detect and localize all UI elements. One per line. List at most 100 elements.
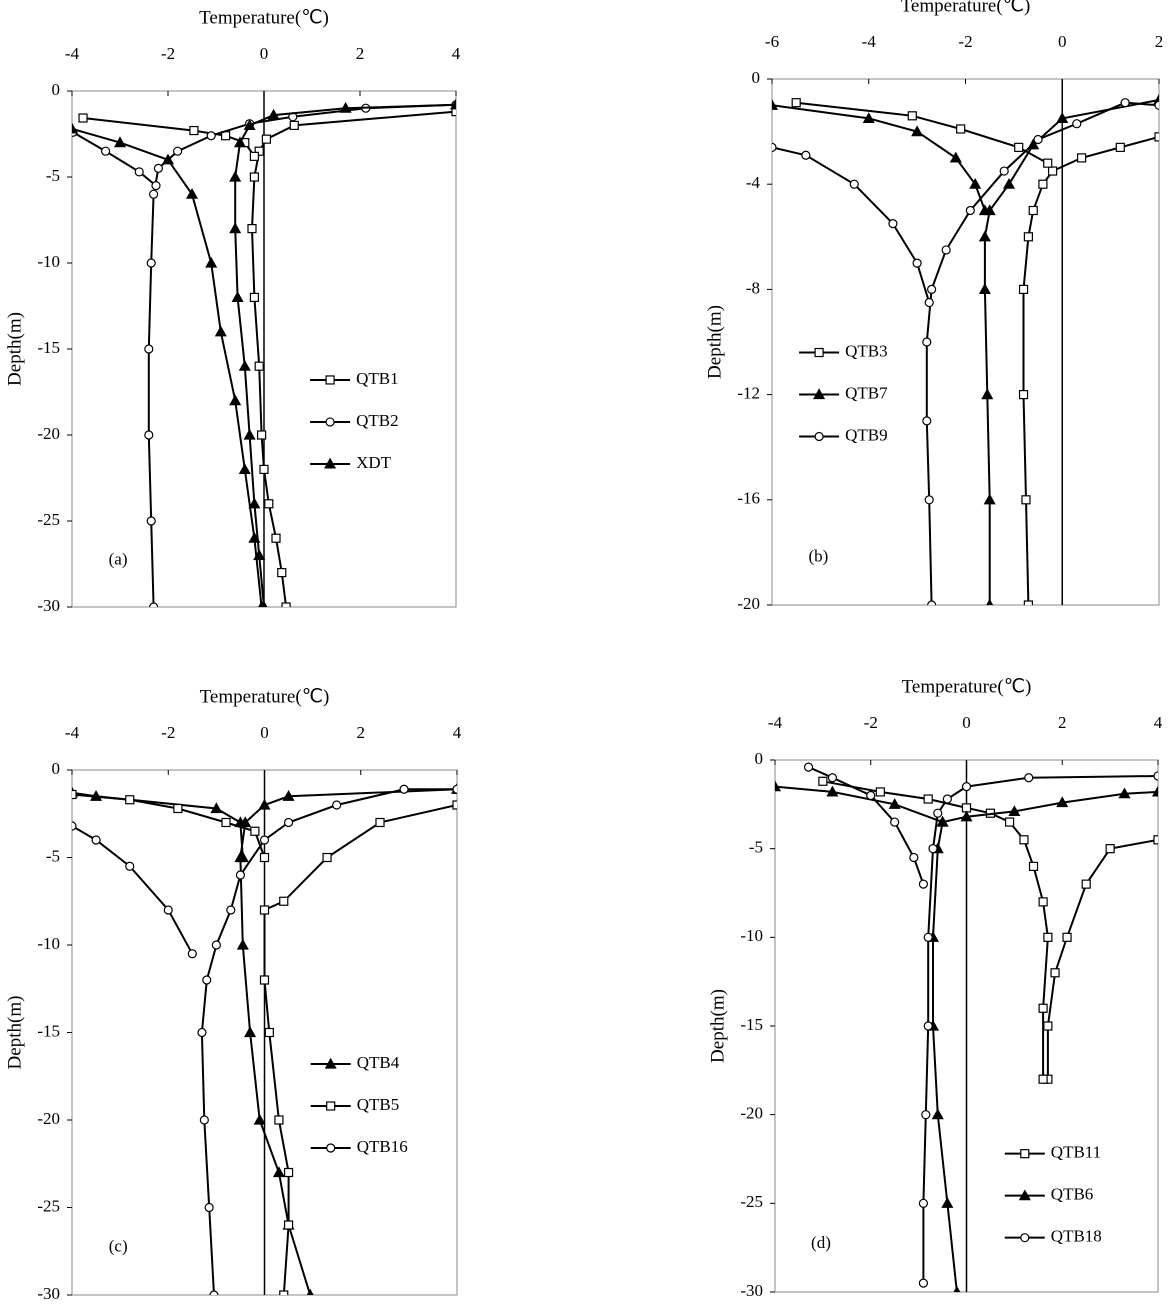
y-tick-label: -10: [37, 252, 60, 271]
marker: [927, 600, 937, 605]
marker: [259, 835, 270, 845]
panel: Temperature(℃)Depth(m)-4 -2 0 2 40-5-10-15-2…: [4, 7, 460, 615]
marker: [248, 497, 261, 509]
marker: [907, 111, 917, 121]
marker: [452, 784, 457, 794]
marker: [233, 136, 247, 148]
marker: [953, 1285, 961, 1292]
marker: [772, 99, 779, 110]
marker: [1151, 785, 1158, 797]
x-tick-label: 2: [356, 44, 365, 63]
marker: [1014, 142, 1024, 152]
x-tick-label: 2: [357, 723, 366, 742]
marker: [801, 150, 811, 160]
marker: [339, 101, 352, 113]
marker: [941, 1197, 954, 1208]
x-tick-label: -6: [765, 32, 779, 51]
series-line: [775, 785, 1158, 1292]
marker: [969, 177, 982, 189]
marker: [204, 1202, 214, 1213]
marker: [238, 463, 251, 474]
x-tick-label: 4: [1154, 713, 1163, 732]
plot-frame: [771, 78, 1160, 606]
marker: [912, 258, 922, 268]
marker: [199, 1115, 209, 1125]
x-tick-label: -2: [864, 713, 878, 732]
marker: [259, 464, 269, 474]
marker: [243, 119, 256, 130]
marker: [258, 798, 271, 810]
marker: [1105, 844, 1115, 854]
y-axis-label: Depth(m): [704, 305, 725, 379]
plot-area: [772, 93, 1159, 605]
panel-label: (a): [109, 549, 128, 568]
marker: [888, 219, 898, 229]
marker: [936, 815, 949, 827]
legend-label: QTB1: [356, 369, 399, 388]
marker: [1018, 390, 1029, 400]
y-tick-label: -25: [37, 510, 60, 529]
marker: [163, 905, 173, 915]
panel-label: (c): [109, 1237, 128, 1256]
y-tick-label: -15: [37, 338, 60, 357]
marker: [1120, 98, 1130, 108]
marker: [185, 187, 199, 199]
marker: [189, 125, 199, 136]
marker: [1154, 132, 1159, 142]
legend-marker: [324, 457, 337, 469]
y-tick-label: -5: [46, 846, 60, 865]
marker: [229, 170, 242, 182]
marker: [827, 773, 838, 783]
marker: [197, 1027, 207, 1038]
marker: [890, 817, 900, 827]
marker: [289, 120, 299, 131]
marker: [144, 344, 154, 354]
legend-label: XDT: [356, 453, 392, 472]
marker: [978, 230, 991, 242]
marker: [399, 784, 409, 794]
y-tick-label: -4: [746, 173, 761, 192]
y-axis-label: Depth(m): [4, 996, 25, 1070]
legend: QTB1 QTB2 XDT: [310, 369, 399, 472]
marker: [253, 549, 266, 560]
legend: QTB3 QTB7 QTB9: [799, 341, 888, 444]
marker: [250, 826, 260, 836]
marker: [229, 222, 242, 234]
marker: [257, 430, 267, 440]
x-tick-label: 4: [453, 723, 462, 742]
legend: QTB4 QTB5 QTB16: [310, 1053, 408, 1156]
marker: [375, 817, 385, 828]
y-tick-label: -20: [740, 1104, 763, 1123]
marker: [146, 258, 156, 268]
y-tick-label: -25: [37, 1196, 60, 1215]
marker: [1019, 835, 1029, 845]
x-tick-label: -2: [161, 723, 175, 742]
marker: [1033, 134, 1043, 145]
marker: [173, 146, 183, 156]
legend-label: QTB9: [845, 425, 888, 444]
x-tick-label: 0: [260, 44, 269, 63]
y-tick-label: 0: [52, 80, 61, 99]
legend: QTB11 QTB6 QTB18: [1004, 1143, 1102, 1246]
x-tick-label: -4: [65, 723, 80, 742]
marker: [231, 291, 244, 302]
x-tick-label: 0: [260, 723, 269, 742]
marker: [236, 851, 249, 863]
legend-marker: [814, 431, 824, 442]
marker: [918, 1278, 929, 1288]
y-tick-label: -16: [737, 489, 760, 508]
marker: [264, 499, 274, 509]
x-tick-label: 2: [1058, 713, 1067, 732]
marker: [283, 817, 294, 828]
y-tick-label: -30: [740, 1281, 763, 1300]
y-tick-label: -20: [37, 424, 60, 443]
panel: Temperature(℃)Depth(m)-4 -2 0 2 40-5-10-15-2…: [707, 676, 1163, 1300]
marker: [332, 800, 342, 810]
marker: [1028, 861, 1039, 872]
marker: [161, 153, 175, 165]
y-tick-label: -25: [740, 1192, 763, 1211]
marker: [1153, 771, 1158, 781]
marker: [322, 852, 332, 863]
marker: [146, 516, 156, 526]
marker: [941, 245, 951, 255]
